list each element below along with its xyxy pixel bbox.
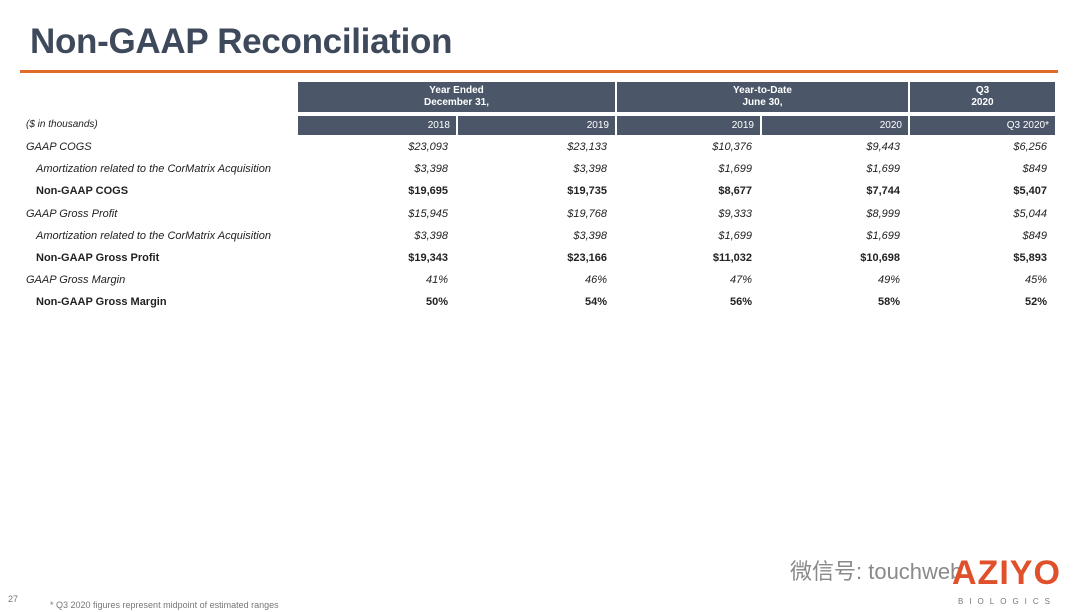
- units-label: ($ in thousands): [26, 119, 98, 130]
- group-header-line: 2020: [971, 97, 994, 108]
- table-cell: $23,133: [567, 141, 607, 153]
- table-cell: $19,695: [408, 185, 448, 198]
- table-cell: 58%: [877, 296, 900, 309]
- column-header: 2019: [458, 116, 615, 135]
- row-label: Non-GAAP COGS: [36, 185, 129, 198]
- table-cell: $5,407: [1013, 185, 1047, 198]
- column-header: 2020: [762, 116, 908, 135]
- column-header: Q3 2020*: [910, 116, 1055, 135]
- table-cell: $6,256: [1013, 141, 1047, 153]
- table-cell: 47%: [729, 274, 752, 287]
- row-label: GAAP Gross Profit: [26, 207, 118, 220]
- table-cell: $19,343: [408, 252, 448, 264]
- table-cell: 50%: [425, 296, 448, 309]
- row-label: Non-GAAP Gross Profit: [36, 252, 160, 264]
- logo-tagline: BIOLOGICS: [958, 597, 1057, 606]
- table-cell: $10,376: [712, 141, 752, 153]
- table-cell: $7,744: [866, 185, 900, 198]
- group-header-line: Year Ended: [429, 85, 484, 96]
- slide-title: Non-GAAP Reconciliation: [30, 22, 453, 61]
- row-label: GAAP Gross Margin: [26, 274, 126, 287]
- group-header: Year Ended December 31,: [298, 82, 615, 112]
- table-cell: $19,735: [567, 185, 607, 198]
- table-cell: 45%: [1024, 274, 1047, 287]
- table-cell: $1,699: [718, 229, 752, 242]
- table-cell: 52%: [1024, 296, 1047, 309]
- table-cell: 49%: [877, 274, 900, 287]
- row-label: Amortization related to the CorMatrix Ac…: [36, 163, 271, 176]
- title-rule: [20, 70, 1058, 73]
- group-header-line: Year-to-Date: [733, 85, 792, 96]
- row-label: Non-GAAP Gross Margin: [36, 296, 167, 309]
- row-label: GAAP COGS: [26, 141, 92, 153]
- table-cell: $10,698: [860, 252, 900, 264]
- group-header-line: December 31,: [423, 97, 490, 108]
- table-cell: $3,398: [573, 163, 607, 176]
- table-cell: $23,093: [408, 141, 448, 153]
- table-cell: 41%: [425, 274, 448, 287]
- row-label: Amortization related to the CorMatrix Ac…: [36, 229, 271, 242]
- table-cell: $19,768: [567, 207, 607, 220]
- table-cell: $23,166: [567, 252, 607, 264]
- group-header-line: June 30,: [742, 97, 783, 108]
- column-header: 2018: [298, 116, 456, 135]
- table-cell: $3,398: [414, 229, 448, 242]
- group-header-line: Q3: [975, 85, 990, 96]
- page-number: 27: [8, 594, 19, 604]
- table-cell: $9,333: [718, 207, 752, 220]
- table-cell: $3,398: [573, 229, 607, 242]
- table-cell: $1,699: [866, 163, 900, 176]
- table-cell: $5,893: [1013, 252, 1047, 264]
- table-cell: $1,699: [718, 163, 752, 176]
- footnote: * Q3 2020 figures represent midpoint of …: [50, 600, 279, 610]
- logo-name: AZIYO: [952, 554, 1061, 592]
- table-cell: $15,945: [408, 207, 448, 220]
- table-cell: $849: [1022, 229, 1047, 242]
- table-cell: $3,398: [414, 163, 448, 176]
- group-header: Year-to-Date June 30,: [617, 82, 908, 112]
- table-cell: 56%: [729, 296, 752, 309]
- table-cell: $8,677: [718, 185, 752, 198]
- column-header: 2019: [617, 116, 760, 135]
- group-header: Q3 2020: [910, 82, 1055, 112]
- table-cell: 46%: [584, 274, 607, 287]
- table-cell: $1,699: [866, 229, 900, 242]
- table-cell: $11,032: [712, 252, 752, 264]
- table-cell: $8,999: [866, 207, 900, 220]
- table-cell: 54%: [584, 296, 607, 309]
- watermark: 微信号: touchweb: [790, 559, 963, 584]
- table-cell: $849: [1022, 163, 1047, 176]
- table-cell: $9,443: [866, 141, 900, 153]
- table-cell: $5,044: [1013, 207, 1047, 220]
